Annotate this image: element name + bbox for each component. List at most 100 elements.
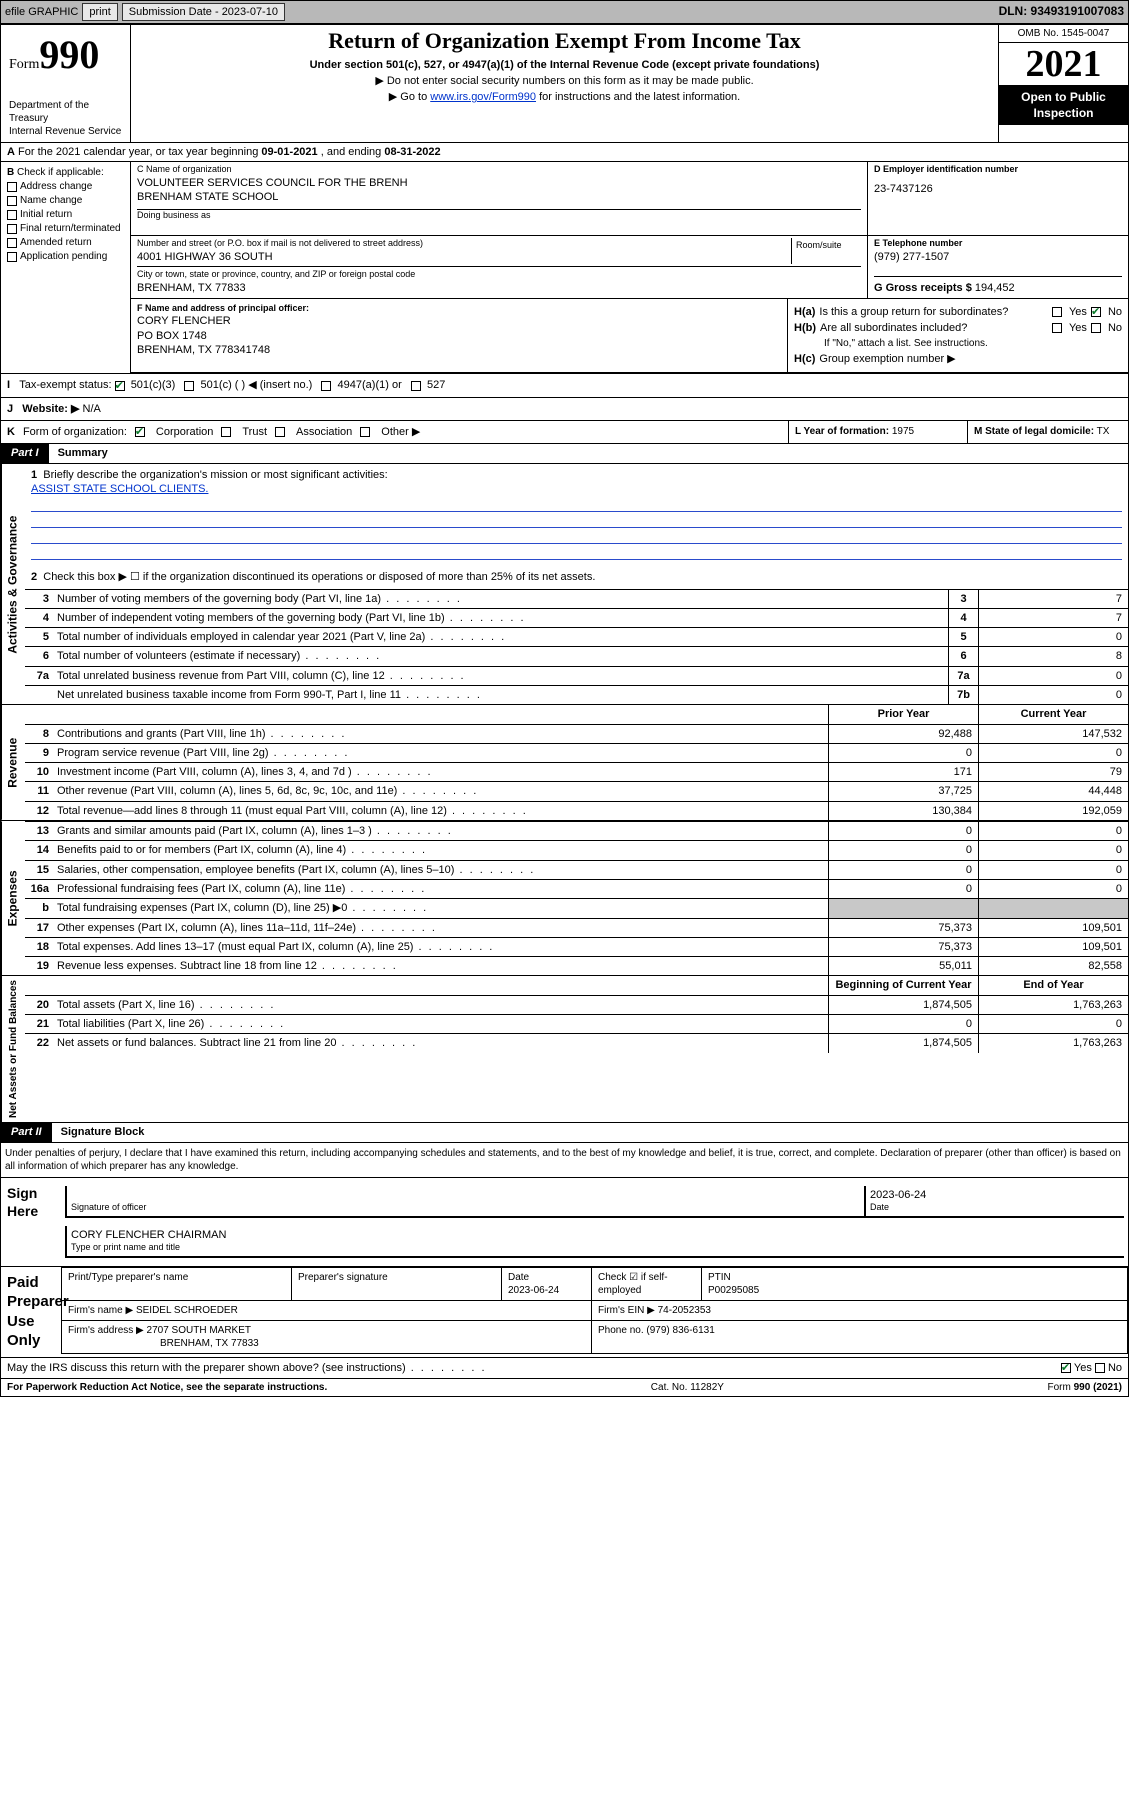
form-header: Form990 Department of the Treasury Inter… [1, 25, 1128, 143]
part-ii-title: Signature Block [61, 1126, 145, 1138]
discuss-line: May the IRS discuss this return with the… [1, 1358, 1128, 1379]
form-id-block: Form990 Department of the Treasury Inter… [1, 25, 131, 142]
summary-row: 3Number of voting members of the governi… [25, 589, 1128, 608]
expenses-section: Expenses 13Grants and similar amounts pa… [1, 821, 1128, 976]
jurat-text: Under penalties of perjury, I declare th… [1, 1143, 1128, 1178]
summary-row: 21Total liabilities (Part X, line 26)00 [25, 1014, 1128, 1033]
city-value: BRENHAM, TX 77833 [137, 281, 861, 295]
ha-no[interactable] [1091, 307, 1101, 317]
gross-label: G Gross receipts $ [874, 282, 972, 294]
chk-527[interactable] [411, 381, 421, 391]
summary-row: 14Benefits paid to or for members (Part … [25, 840, 1128, 859]
dept-label: Department of the Treasury [9, 99, 122, 125]
chk-association[interactable] [275, 427, 285, 437]
vlabel-activities: Activities & Governance [1, 464, 25, 705]
form-page: Form990 Department of the Treasury Inter… [0, 24, 1129, 1397]
dba-label: Doing business as [137, 210, 861, 222]
summary-row: Net unrelated business taxable income fr… [25, 685, 1128, 704]
ein-value: 23-7437126 [874, 182, 1122, 196]
chk-corporation[interactable] [135, 427, 145, 437]
chk-final-return[interactable] [7, 224, 17, 234]
page-footer: For Paperwork Reduction Act Notice, see … [1, 1379, 1128, 1396]
col-cde: C Name of organization VOLUNTEER SERVICE… [131, 162, 1128, 373]
chk-amended-return[interactable] [7, 238, 17, 248]
vlabel-netassets: Net Assets or Fund Balances [1, 976, 25, 1122]
form-of-org: K Form of organization: Corporation Trus… [1, 421, 788, 443]
submission-date-button[interactable]: Submission Date - 2023-07-10 [122, 3, 285, 21]
tax-year: 2021 [999, 43, 1128, 85]
chk-501c[interactable] [184, 381, 194, 391]
activities-governance: Activities & Governance 1 Briefly descri… [1, 464, 1128, 706]
form-subtitle: Under section 501(c), 527, or 4947(a)(1)… [137, 58, 992, 72]
summary-row: 8Contributions and grants (Part VIII, li… [25, 724, 1128, 743]
summary-row: 6Total number of volunteers (estimate if… [25, 646, 1128, 665]
summary-row: 12Total revenue—add lines 8 through 11 (… [25, 801, 1128, 820]
org-name-2: BRENHAM STATE SCHOOL [137, 190, 861, 204]
hb-no[interactable] [1091, 323, 1101, 333]
print-button[interactable]: print [82, 3, 117, 21]
sign-here-block: Sign Here Signature of officer 2023-06-2… [1, 1178, 1128, 1267]
addr-label: Number and street (or P.O. box if mail i… [137, 238, 791, 250]
top-toolbar: efile GRAPHIC print Submission Date - 20… [0, 0, 1129, 24]
chk-application-pending[interactable] [7, 252, 17, 262]
summary-row: 5Total number of individuals employed in… [25, 627, 1128, 646]
summary-row: 13Grants and similar amounts paid (Part … [25, 821, 1128, 840]
summary-row: 18Total expenses. Add lines 13–17 (must … [25, 937, 1128, 956]
form990-link[interactable]: www.irs.gov/Form990 [430, 91, 536, 103]
netassets-section: Net Assets or Fund Balances Beginning of… [1, 976, 1128, 1123]
summary-row: 16aProfessional fundraising fees (Part I… [25, 879, 1128, 898]
chk-initial-return[interactable] [7, 210, 17, 220]
summary-row: 9Program service revenue (Part VIII, lin… [25, 743, 1128, 762]
chk-501c3[interactable] [115, 381, 125, 391]
chk-trust[interactable] [221, 427, 231, 437]
part-ii-bar: Part II [1, 1123, 52, 1141]
vlabel-expenses: Expenses [1, 821, 25, 975]
summary-row: 17Other expenses (Part IX, column (A), l… [25, 918, 1128, 937]
hb-yes[interactable] [1052, 323, 1062, 333]
chk-address-change[interactable] [7, 182, 17, 192]
org-name-1: VOLUNTEER SERVICES COUNCIL FOR THE BRENH [137, 176, 861, 190]
chk-4947[interactable] [321, 381, 331, 391]
form-note-1: ▶ Do not enter social security numbers o… [137, 74, 992, 88]
open-to-public: Open to Public Inspection [999, 85, 1128, 125]
principal-officer: F Name and address of principal officer:… [131, 299, 788, 373]
gross-value: 194,452 [975, 282, 1015, 294]
form-word: Form [9, 57, 39, 72]
tel-label: E Telephone number [874, 238, 1122, 250]
chk-other[interactable] [360, 427, 370, 437]
discuss-no[interactable] [1095, 1363, 1105, 1373]
summary-row: 19Revenue less expenses. Subtract line 1… [25, 956, 1128, 975]
summary-row: 22Net assets or fund balances. Subtract … [25, 1033, 1128, 1052]
discuss-yes[interactable] [1061, 1363, 1071, 1373]
mission-text[interactable]: ASSIST STATE SCHOOL CLIENTS. [31, 483, 208, 495]
line-a-taxyear: A For the 2021 calendar year, or tax yea… [1, 143, 1128, 162]
room-label: Room/suite [796, 240, 857, 252]
summary-row: 10Investment income (Part VIII, column (… [25, 762, 1128, 781]
officer-name: CORY FLENCHER CHAIRMAN [71, 1228, 1116, 1242]
ein-label: D Employer identification number [874, 164, 1122, 176]
h-block: H(a) Is this a group return for subordin… [788, 299, 1128, 373]
omb-number: OMB No. 1545-0047 [999, 25, 1128, 43]
form-number: 990 [39, 32, 99, 77]
form-title: Return of Organization Exempt From Incom… [137, 27, 992, 56]
ha-yes[interactable] [1052, 307, 1062, 317]
irs-label: Internal Revenue Service [9, 125, 122, 138]
col-b-checkboxes: B Check if applicable: Address change Na… [1, 162, 131, 373]
revenue-section: Revenue Prior Year Current Year 8Contrib… [1, 705, 1128, 821]
vlabel-revenue: Revenue [1, 705, 25, 820]
form-year-block: OMB No. 1545-0047 2021 Open to Public In… [998, 25, 1128, 142]
city-label: City or town, state or province, country… [137, 269, 861, 281]
summary-row: 15Salaries, other compensation, employee… [25, 860, 1128, 879]
summary-row: 7aTotal unrelated business revenue from … [25, 666, 1128, 685]
identity-block: B Check if applicable: Address change Na… [1, 162, 1128, 374]
summary-row: 20Total assets (Part X, line 16)1,874,50… [25, 995, 1128, 1014]
dln-label: DLN: 93493191007083 [999, 4, 1124, 20]
summary-row: 11Other revenue (Part VIII, column (A), … [25, 781, 1128, 800]
preparer-table: Print/Type preparer's name Preparer's si… [61, 1267, 1128, 1354]
form-note-2: ▶ Go to www.irs.gov/Form990 for instruct… [137, 90, 992, 104]
website-line: J Website: ▶ N/A [1, 398, 107, 420]
part-i-title: Summary [58, 447, 108, 459]
chk-name-change[interactable] [7, 196, 17, 206]
summary-row: 4Number of independent voting members of… [25, 608, 1128, 627]
efile-label: efile GRAPHIC [5, 5, 78, 19]
